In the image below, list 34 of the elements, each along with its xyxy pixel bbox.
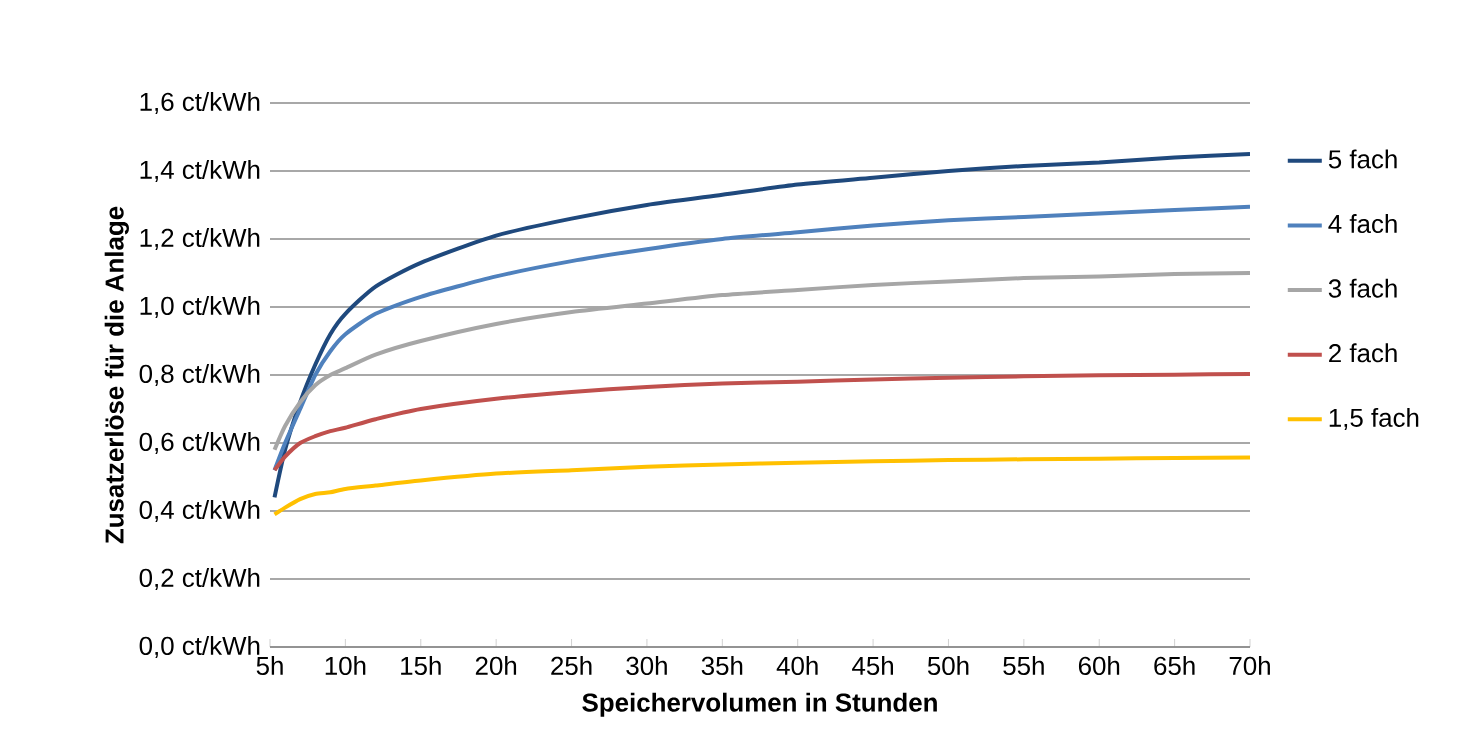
x-tick-label: 35h	[701, 656, 743, 676]
y-tick-label: 1,6 ct/kWh	[140, 91, 260, 115]
x-tick-label: 60h	[1078, 656, 1120, 676]
x-tick-label: 45h	[852, 656, 893, 676]
y-tick-label: 0,2 ct/kWh	[139, 567, 260, 591]
y-tick-label: 0,8 ct/kWh	[139, 363, 260, 387]
legend-label: 2 fach	[1329, 343, 1397, 363]
y-tick-label: 0,4 ct/kWh	[139, 499, 260, 523]
legend-label: 3 fach	[1328, 278, 1397, 298]
y-axis-title: Zusatzerlöse für die Anlage	[104, 206, 129, 544]
legend-label: 4 fach	[1328, 214, 1397, 234]
y-tick-label: 1,4 ct/kWh	[140, 159, 260, 183]
x-tick-label: 40h	[776, 656, 818, 676]
x-tick-label: 70h	[1229, 656, 1270, 676]
line-series	[272, 270, 1251, 452]
x-tick-label: 50h	[927, 656, 969, 676]
x-tick-label: 65h	[1154, 656, 1195, 676]
line-series	[272, 371, 1251, 473]
line-series	[272, 204, 1251, 473]
x-axis-title: Speichervolumen in Stunden	[582, 692, 937, 717]
line-series	[272, 151, 1251, 500]
x-tick-label: 55h	[1003, 656, 1044, 676]
x-tick-label: 30h	[626, 656, 667, 676]
y-tick-label: 1,2 ct/kWh	[140, 227, 260, 251]
x-tick-label: 5h	[256, 656, 283, 676]
legend-label: 5 fach	[1328, 149, 1397, 169]
y-tick-label: 1,0 ct/kWh	[140, 295, 260, 319]
line-series	[272, 455, 1251, 517]
legend-label: 1,5 fach	[1329, 407, 1419, 431]
x-tick-label: 10h	[325, 656, 366, 676]
x-tick-label: 20h	[475, 656, 517, 676]
x-tick-label: 25h	[551, 656, 592, 676]
y-tick-label: 0,6 ct/kWh	[139, 431, 260, 455]
x-tick-label: 15h	[401, 656, 441, 676]
